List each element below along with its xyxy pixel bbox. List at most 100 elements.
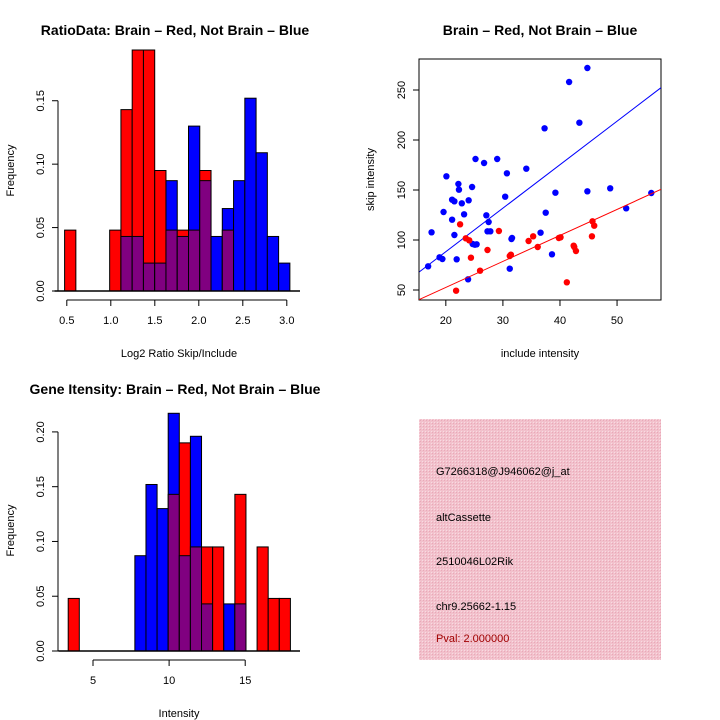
y-tick-label: 0.05 — [35, 217, 47, 238]
gene-intensity-hist-chart: Gene Itensity: Brain – Red, Not Brain – … — [5, 381, 321, 720]
brain-point — [484, 246, 491, 254]
y-axis-label: Frequency — [5, 144, 17, 196]
y-tick-label: 0.20 — [35, 421, 47, 442]
not-brain-point — [455, 180, 462, 188]
not-brain-point — [622, 205, 630, 212]
x-axis-label: Intensity — [159, 708, 200, 720]
y-tick-label: 0.10 — [35, 531, 47, 552]
not-brain-fit-line — [419, 87, 661, 273]
overlap-bar — [221, 229, 235, 292]
x-tick-label: 0.5 — [59, 315, 74, 327]
y-axis-label: skip intensity — [365, 148, 377, 211]
y-tick-label: 0.00 — [35, 280, 47, 301]
not-brain-point — [501, 193, 509, 200]
gene-name: 2510046L02Rik — [436, 556, 514, 568]
intensity-scatter-chart: Brain – Red, Not Brain – Blue include int… — [365, 22, 662, 360]
event-type: altCassette — [436, 512, 491, 524]
not-brain-point — [473, 241, 480, 248]
not-brain-point — [440, 208, 447, 216]
y-tick-label: 0.15 — [35, 90, 47, 111]
y-tick-label: 200 — [396, 131, 408, 149]
not-brain-bar — [156, 508, 169, 652]
not-brain-point — [483, 212, 490, 219]
brain-point — [476, 267, 484, 274]
brain-point — [572, 247, 580, 255]
overlap-bar — [199, 180, 212, 292]
y-tick-label: 0.15 — [35, 476, 47, 497]
brain-bar — [64, 229, 77, 292]
not-brain-bar — [233, 180, 246, 292]
not-brain-point — [506, 265, 513, 272]
y-tick-label: 0.10 — [35, 153, 47, 174]
x-axis-label: include intensity — [501, 348, 580, 360]
not-brain-point — [428, 229, 435, 236]
x-tick-label: 5 — [90, 675, 96, 687]
not-brain-point — [576, 119, 583, 126]
brain-bar — [212, 546, 225, 652]
pval-text: Pval: 2.000000 — [436, 633, 509, 645]
brain-bar — [256, 546, 269, 652]
not-brain-point — [523, 165, 530, 172]
chart-title: RatioData: Brain – Red, Not Brain – Blue — [41, 22, 310, 38]
x-tick-label: 2.5 — [235, 315, 250, 327]
overlap-bar — [201, 603, 214, 652]
brain-point — [591, 222, 598, 229]
brain-point — [456, 221, 464, 228]
not-brain-point — [607, 185, 614, 192]
not-brain-point — [451, 198, 458, 205]
brain-point — [466, 237, 473, 244]
not-brain-point — [472, 155, 479, 163]
info-panel-background — [419, 419, 661, 660]
not-brain-point — [455, 186, 463, 193]
not-brain-point — [424, 263, 432, 270]
x-tick-label: 30 — [497, 315, 509, 327]
not-brain-point — [584, 64, 591, 72]
overlap-bar — [120, 235, 133, 292]
brain-point — [557, 234, 564, 241]
not-brain-point — [487, 228, 494, 235]
ratio-hist-chart: RatioData: Brain – Red, Not Brain – Blue… — [5, 22, 309, 360]
x-tick-label: 40 — [554, 315, 566, 327]
not-brain-point — [448, 216, 456, 223]
overlap-bar — [167, 493, 180, 652]
x-tick-label: 15 — [239, 675, 251, 687]
brain-point — [507, 251, 515, 258]
not-brain-bar — [255, 152, 268, 292]
brain-bar — [267, 597, 280, 652]
overlap-bar — [142, 262, 156, 292]
not-brain-point — [485, 218, 492, 226]
not-brain-point — [451, 231, 458, 239]
not-brain-point — [458, 200, 466, 207]
brain-point — [452, 287, 460, 294]
x-tick-label: 1.5 — [147, 315, 162, 327]
y-tick-label: 0.00 — [35, 640, 47, 661]
brain-bar — [109, 229, 122, 292]
not-brain-point — [460, 211, 468, 218]
not-brain-point — [537, 229, 544, 236]
brain-point — [588, 233, 596, 240]
chart-title: Brain – Red, Not Brain – Blue — [443, 22, 638, 38]
x-tick-label: 3.0 — [279, 315, 294, 327]
overlap-bar — [154, 262, 167, 292]
brain-bar — [278, 597, 291, 652]
x-tick-label: 1.0 — [103, 315, 118, 327]
not-brain-bar — [223, 603, 236, 652]
x-axis-label: Log2 Ratio Skip/Include — [121, 348, 237, 360]
not-brain-point — [565, 78, 573, 86]
not-brain-point — [439, 255, 446, 263]
overlap-bar — [188, 229, 201, 292]
not-brain-point — [468, 183, 476, 191]
brain-fit-line — [419, 188, 661, 300]
not-brain-point — [493, 155, 501, 163]
overlap-bar — [234, 603, 247, 652]
not-brain-point — [541, 125, 548, 132]
brain-point — [534, 243, 541, 251]
not-brain-point — [465, 197, 472, 204]
not-brain-bar — [134, 555, 147, 652]
not-brain-point — [508, 234, 516, 242]
overlap-bar — [178, 555, 191, 652]
not-brain-bar — [278, 262, 291, 292]
not-brain-point — [542, 209, 549, 216]
probe-id: G7266318@J946062@j_at — [436, 466, 570, 478]
